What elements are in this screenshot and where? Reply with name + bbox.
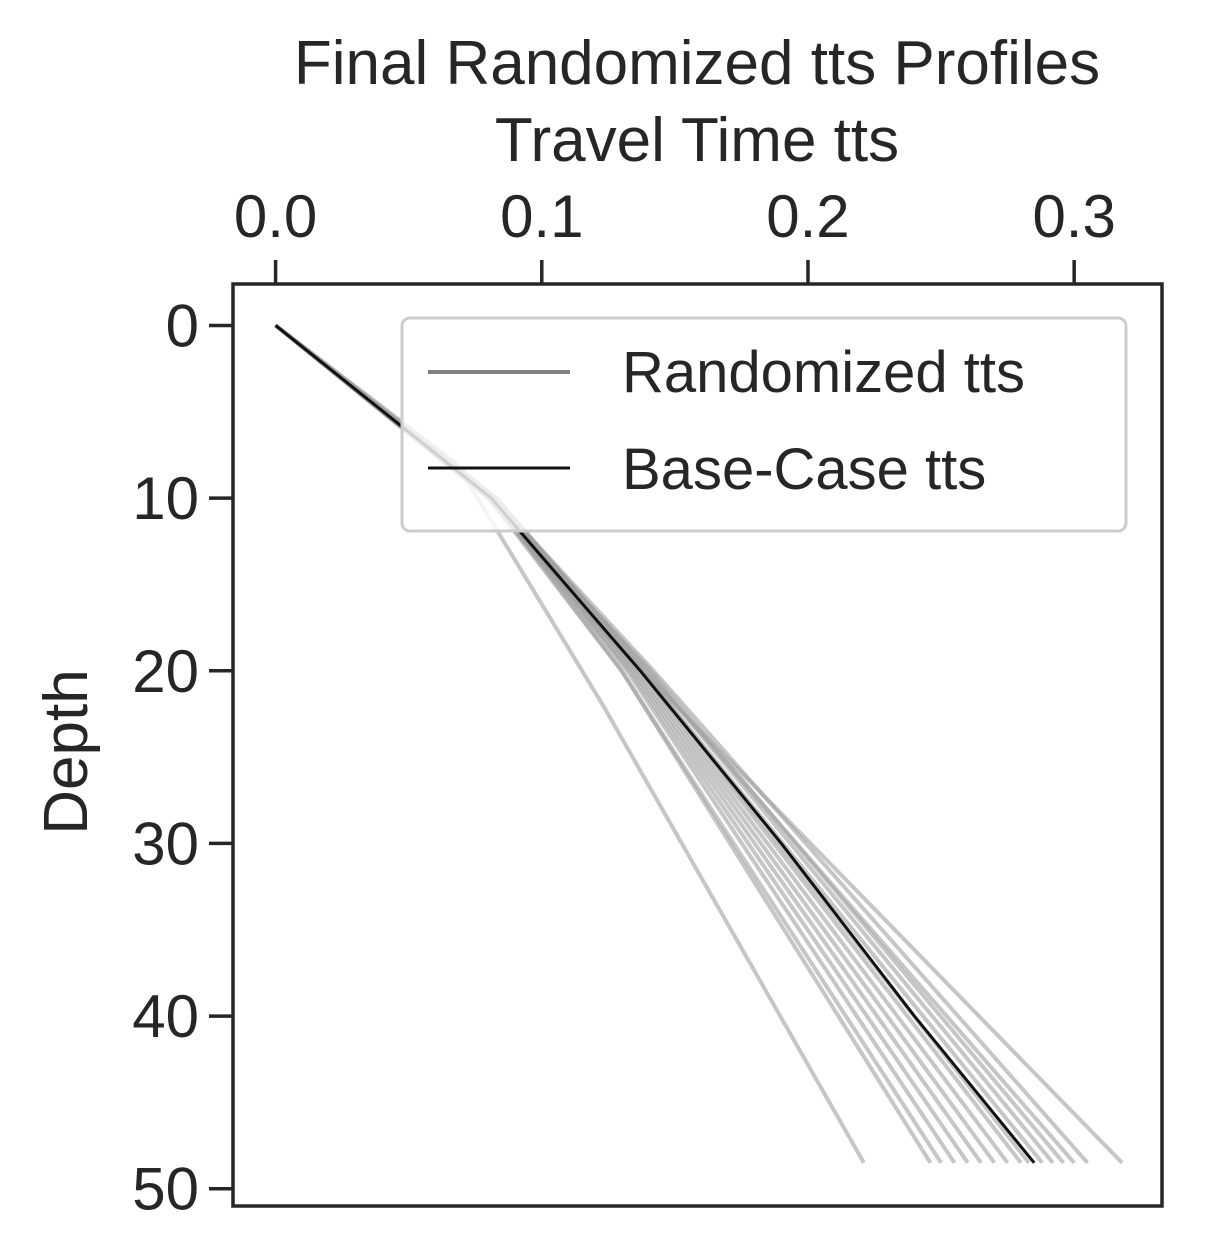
- x-tick-label-3: 0.3: [1032, 183, 1115, 250]
- plot-frame: [231, 282, 1164, 1208]
- y-tick-label-4: 40: [132, 983, 199, 1050]
- y-axis-label: Depth: [32, 669, 101, 834]
- legend-label-base-case: Base-Case tts: [622, 437, 986, 502]
- x-ticks: 0.0 0.1 0.2 0.3: [234, 183, 1116, 284]
- x-tick-label-2: 0.2: [766, 183, 849, 250]
- y-tick-label-5: 50: [132, 1156, 199, 1223]
- legend-box: [400, 316, 1128, 533]
- legend: Randomized tts Base-Case tts: [400, 316, 1128, 533]
- x-axis-label: Travel Time tts: [495, 106, 899, 175]
- legend-label-randomized: Randomized tts: [622, 340, 1025, 405]
- y-ticks: 0 10 20 30 40 50: [132, 292, 233, 1223]
- y-tick-label-0: 0: [166, 292, 199, 359]
- y-tick-label-3: 30: [132, 810, 199, 877]
- x-tick-label-0: 0.0: [234, 183, 317, 250]
- y-tick-label-1: 10: [132, 465, 199, 532]
- y-tick-label-2: 20: [132, 638, 199, 705]
- chart-title: Final Randomized tts Profiles: [294, 29, 1100, 98]
- x-tick-label-1: 0.1: [500, 183, 583, 250]
